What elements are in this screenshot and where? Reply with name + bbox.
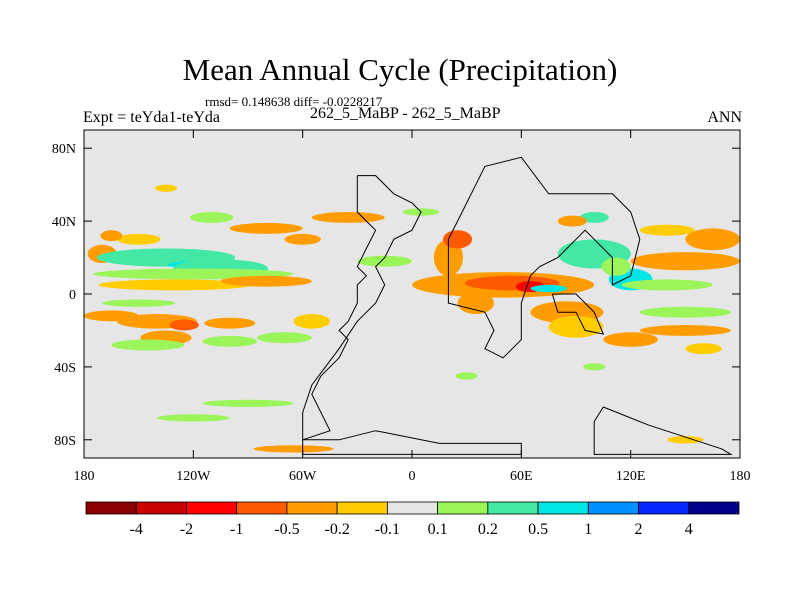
colorbar-label: 1 [584, 521, 592, 538]
anomaly-patch-44 [685, 343, 722, 355]
anomaly-patch-46 [455, 372, 478, 380]
colorbar-swatch [487, 501, 539, 515]
anomaly-patch-37 [630, 252, 740, 271]
colorbar-swatch [437, 501, 489, 515]
colorbar-swatch [638, 501, 690, 515]
anomaly-patch-50 [667, 436, 704, 444]
anomaly-patch-42 [639, 324, 731, 336]
anomaly-patch-9 [189, 212, 234, 223]
colorbar-label: 0.5 [528, 521, 548, 538]
colorbar-swatch [85, 501, 137, 515]
colorbar-label: 0.1 [428, 521, 448, 538]
continent-outline-4 [593, 406, 733, 455]
anomaly-patch-17 [169, 319, 199, 331]
anomaly-patch-39 [639, 224, 695, 236]
y-tick-label: 0 [69, 288, 76, 303]
anomaly-patch-49 [253, 445, 334, 453]
colorbar-swatch [537, 501, 589, 515]
y-tick-label: 40N [52, 215, 76, 230]
anomaly-patch-30 [530, 284, 567, 293]
y-tick-label: 80S [54, 434, 76, 449]
x-tick-label: 180 [730, 469, 751, 484]
experiment-label: Expt = teYda1-teYda [83, 109, 220, 126]
anomaly-patch-33 [548, 315, 604, 338]
colorbar-swatch [336, 501, 388, 515]
colorbar-swatch [587, 501, 639, 515]
anomaly-patch-19 [202, 335, 258, 347]
colorbar-swatch [135, 501, 187, 515]
colorbar-label: -2 [180, 521, 193, 538]
x-tick-label: 0 [409, 469, 416, 484]
x-tick-label: 60E [510, 469, 533, 484]
x-tick-label: 120W [176, 469, 211, 484]
x-tick-label: 60W [289, 469, 317, 484]
stats-line: rmsd= 0.148638 diff= -0.0228217 [205, 94, 383, 109]
anomaly-patch-22 [102, 299, 176, 307]
continent-outline-2 [551, 293, 605, 335]
anomaly-patch-21 [293, 314, 330, 329]
colorbar-label: -4 [130, 521, 143, 538]
colorbar-swatch [236, 501, 288, 515]
colorbar-label: -1 [230, 521, 243, 538]
anomaly-patch-2 [100, 230, 123, 242]
y-tick-label: 40S [54, 361, 76, 376]
anomaly-patch-20 [257, 332, 312, 344]
anomaly-patch-15 [204, 317, 256, 329]
anomaly-patch-53 [557, 215, 587, 227]
anomaly-patch-48 [156, 414, 230, 422]
anomaly-patch-8 [220, 275, 312, 287]
colorbar-swatch [286, 501, 338, 515]
colorbar-label: -0.1 [375, 521, 400, 538]
anomaly-patch-47 [202, 399, 294, 407]
anomaly-patch-41 [639, 306, 731, 318]
continent-outline-0 [302, 175, 422, 441]
anomaly-patch-45 [583, 363, 606, 371]
anomaly-patch-12 [155, 184, 177, 192]
colorbar-label: -0.5 [274, 521, 299, 538]
season-label: ANN [707, 109, 742, 126]
anomaly-patch-11 [284, 233, 321, 245]
anomaly-patch-43 [603, 332, 659, 347]
anomaly-patch-1 [116, 233, 161, 245]
colorbar-swatch [386, 501, 439, 515]
colorbar-label: 2 [635, 521, 643, 538]
anomaly-patch-23 [311, 212, 385, 223]
anomaly-patch-18 [111, 339, 185, 351]
colorbar-swatch [186, 501, 238, 515]
colorbar-label: -0.2 [324, 521, 349, 538]
anomaly-patch-26 [442, 230, 473, 249]
x-tick-label: 120E [616, 469, 646, 484]
anomaly-patch-38 [685, 228, 740, 251]
anomaly-patch-40 [621, 279, 713, 291]
anomaly-patch-36 [601, 257, 631, 276]
x-tick-label: 180 [74, 469, 95, 484]
anomaly-patch-24 [357, 255, 412, 267]
map-background [84, 130, 740, 458]
anomaly-patch-10 [229, 222, 303, 234]
chart-title: Mean Annual Cycle (Precipitation) [182, 52, 618, 87]
colorbar-label: 0.2 [478, 521, 498, 538]
y-tick-label: 80N [52, 142, 76, 157]
subtitle-label: 262_5_MaBP - 262_5_MaBP [310, 105, 501, 122]
anomaly-patch-31 [457, 292, 494, 315]
continent-outline-1 [447, 156, 641, 359]
anomaly-patch-7 [98, 279, 252, 291]
anomaly-patch-52 [579, 212, 609, 223]
colorbar-swatch [688, 501, 740, 515]
continent-outline-3 [302, 430, 522, 455]
colorbar-label: 4 [685, 521, 693, 538]
